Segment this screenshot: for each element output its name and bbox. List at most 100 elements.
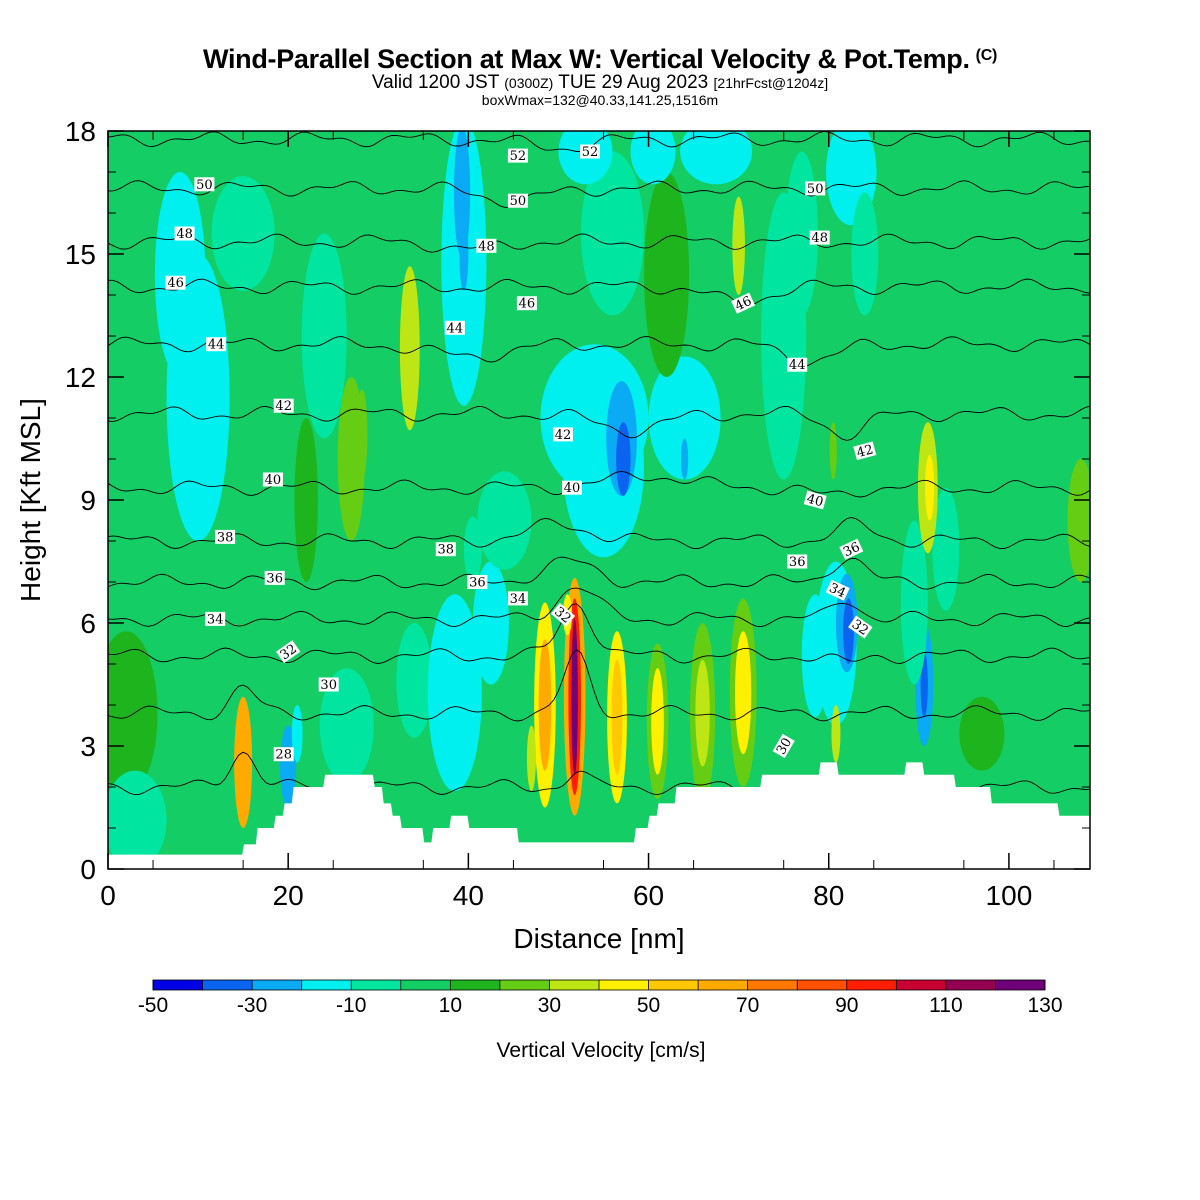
theta-label-box bbox=[550, 603, 576, 627]
theta-label-text: 38 bbox=[438, 543, 455, 558]
velocity-cell-11 bbox=[356, 389, 368, 480]
valid-time: Valid 1200 JST bbox=[371, 72, 499, 93]
theta-label-text: 52 bbox=[582, 145, 599, 160]
colorbar-swatch bbox=[698, 980, 749, 990]
colorbar-tick-label: 130 bbox=[1027, 994, 1062, 1017]
velocity-cell-55 bbox=[843, 598, 854, 664]
theta-label-text: 50 bbox=[510, 194, 527, 209]
velocity-cell-0 bbox=[234, 696, 253, 829]
colorbar-swatch bbox=[599, 980, 650, 990]
theta-label-text: 48 bbox=[176, 227, 193, 242]
theta-label-36-9: 36 bbox=[264, 570, 285, 586]
theta-label-42-18: 42 bbox=[273, 398, 294, 414]
theta-label-box bbox=[507, 193, 528, 208]
theta-label-box bbox=[165, 275, 186, 290]
theta-label-text: 42 bbox=[555, 428, 572, 443]
colorbar-swatch bbox=[301, 980, 352, 990]
theta-label-text: 34 bbox=[827, 581, 848, 602]
velocity-cell-22 bbox=[538, 639, 552, 771]
theta-label-text: 42 bbox=[855, 442, 875, 461]
theta-contour-52 bbox=[108, 131, 1090, 152]
theta-contour-32 bbox=[108, 603, 1090, 664]
colorbar-tick-label: -30 bbox=[237, 994, 267, 1017]
y-tick-label: 6 bbox=[80, 608, 96, 639]
theta-label-46-25: 46 bbox=[516, 296, 537, 312]
velocity-cell-41 bbox=[680, 438, 689, 480]
theta-label-box bbox=[839, 538, 864, 560]
velocity-cell-63 bbox=[925, 454, 935, 521]
theta-contour-34 bbox=[108, 587, 1090, 628]
velocity-cell-20 bbox=[463, 516, 482, 582]
velocity-cell-42 bbox=[644, 172, 690, 377]
colorbar-swatch bbox=[747, 980, 798, 990]
x-tick-label: 40 bbox=[453, 880, 484, 911]
theta-label-box bbox=[809, 230, 830, 245]
theta-label-40-17: 40 bbox=[803, 490, 827, 510]
theta-label-box bbox=[507, 591, 528, 606]
theta-label-box bbox=[805, 181, 826, 196]
theta-label-text: 50 bbox=[807, 182, 824, 197]
theta-label-text: 52 bbox=[510, 149, 527, 164]
velocity-cell-17 bbox=[427, 594, 482, 792]
theta-label-44-21: 44 bbox=[206, 337, 227, 353]
theta-label-48-28: 48 bbox=[476, 238, 497, 254]
theta-label-box bbox=[205, 611, 226, 626]
theta-label-28-0: 28 bbox=[273, 747, 294, 763]
theta-label-38-13: 38 bbox=[215, 529, 236, 545]
velocity-cell-19 bbox=[477, 471, 532, 570]
velocity-cell-60 bbox=[900, 520, 928, 685]
valid-date: TUE 29 Aug 2023 bbox=[558, 72, 709, 93]
theta-label-46-24: 46 bbox=[165, 275, 186, 291]
theta-label-38-14: 38 bbox=[435, 542, 456, 558]
theta-label-48-27: 48 bbox=[174, 226, 195, 242]
theta-label-42-20: 42 bbox=[853, 441, 877, 461]
theta-label-text: 36 bbox=[469, 576, 486, 591]
colorbar-tick-label: 90 bbox=[835, 994, 858, 1017]
velocity-cell-46 bbox=[680, 131, 753, 185]
colorbar-tick-label: 50 bbox=[637, 994, 660, 1017]
colorbar-tick-label: 70 bbox=[736, 994, 759, 1017]
theta-label-text: 44 bbox=[789, 358, 806, 373]
velocity-cell-35 bbox=[735, 631, 752, 755]
velocity-cell-31 bbox=[651, 668, 664, 775]
theta-contour-50 bbox=[108, 180, 1090, 208]
title-main: Wind-Parallel Section at Max W: Vertical… bbox=[203, 44, 970, 74]
forecast-info: [21hrFcst@1204z] bbox=[713, 75, 829, 91]
theta-label-box bbox=[264, 570, 285, 585]
velocity-cell-23 bbox=[526, 725, 536, 792]
colorbar-tick-label: 10 bbox=[439, 994, 462, 1017]
theta-label-box bbox=[273, 747, 294, 762]
velocity-cell-51 bbox=[851, 192, 879, 316]
theta-label-text: 46 bbox=[733, 294, 754, 315]
theta-label-34-6: 34 bbox=[205, 611, 226, 627]
y-axis-label: Height [Kft MSL] bbox=[15, 398, 46, 602]
velocity-cell-9 bbox=[399, 266, 420, 431]
theta-label-box bbox=[562, 480, 582, 495]
y-tick-label: 12 bbox=[65, 362, 96, 393]
x-tick-label: 20 bbox=[273, 880, 304, 911]
colorbar-swatch bbox=[648, 980, 699, 990]
theta-label-text: 40 bbox=[265, 473, 282, 488]
colorbar-frame bbox=[152, 979, 1046, 991]
theta-label-text: 36 bbox=[789, 555, 806, 570]
theta-label-text: 46 bbox=[519, 297, 536, 312]
velocity-cell-16 bbox=[396, 623, 433, 738]
colorbar-swatch bbox=[797, 980, 848, 990]
velocity-cell-5 bbox=[154, 172, 206, 377]
theta-label-box bbox=[476, 238, 497, 253]
colorbar-swatch bbox=[252, 980, 303, 990]
theta-contour-44 bbox=[108, 336, 1090, 368]
theta-label-box bbox=[273, 398, 294, 413]
theta-label-text: 48 bbox=[811, 231, 828, 246]
colorbar-swatch bbox=[153, 980, 204, 990]
velocity-cell-18 bbox=[472, 561, 509, 685]
chart-subtitle: Valid 1200 JST (0300Z) TUE 29 Aug 2023 [… bbox=[0, 72, 1200, 94]
colorbar-tick-label: -10 bbox=[336, 994, 366, 1017]
theta-label-text: 36 bbox=[266, 571, 283, 586]
theta-label-box bbox=[507, 148, 528, 163]
theta-label-text: 34 bbox=[510, 592, 527, 607]
theta-label-box bbox=[467, 575, 488, 589]
